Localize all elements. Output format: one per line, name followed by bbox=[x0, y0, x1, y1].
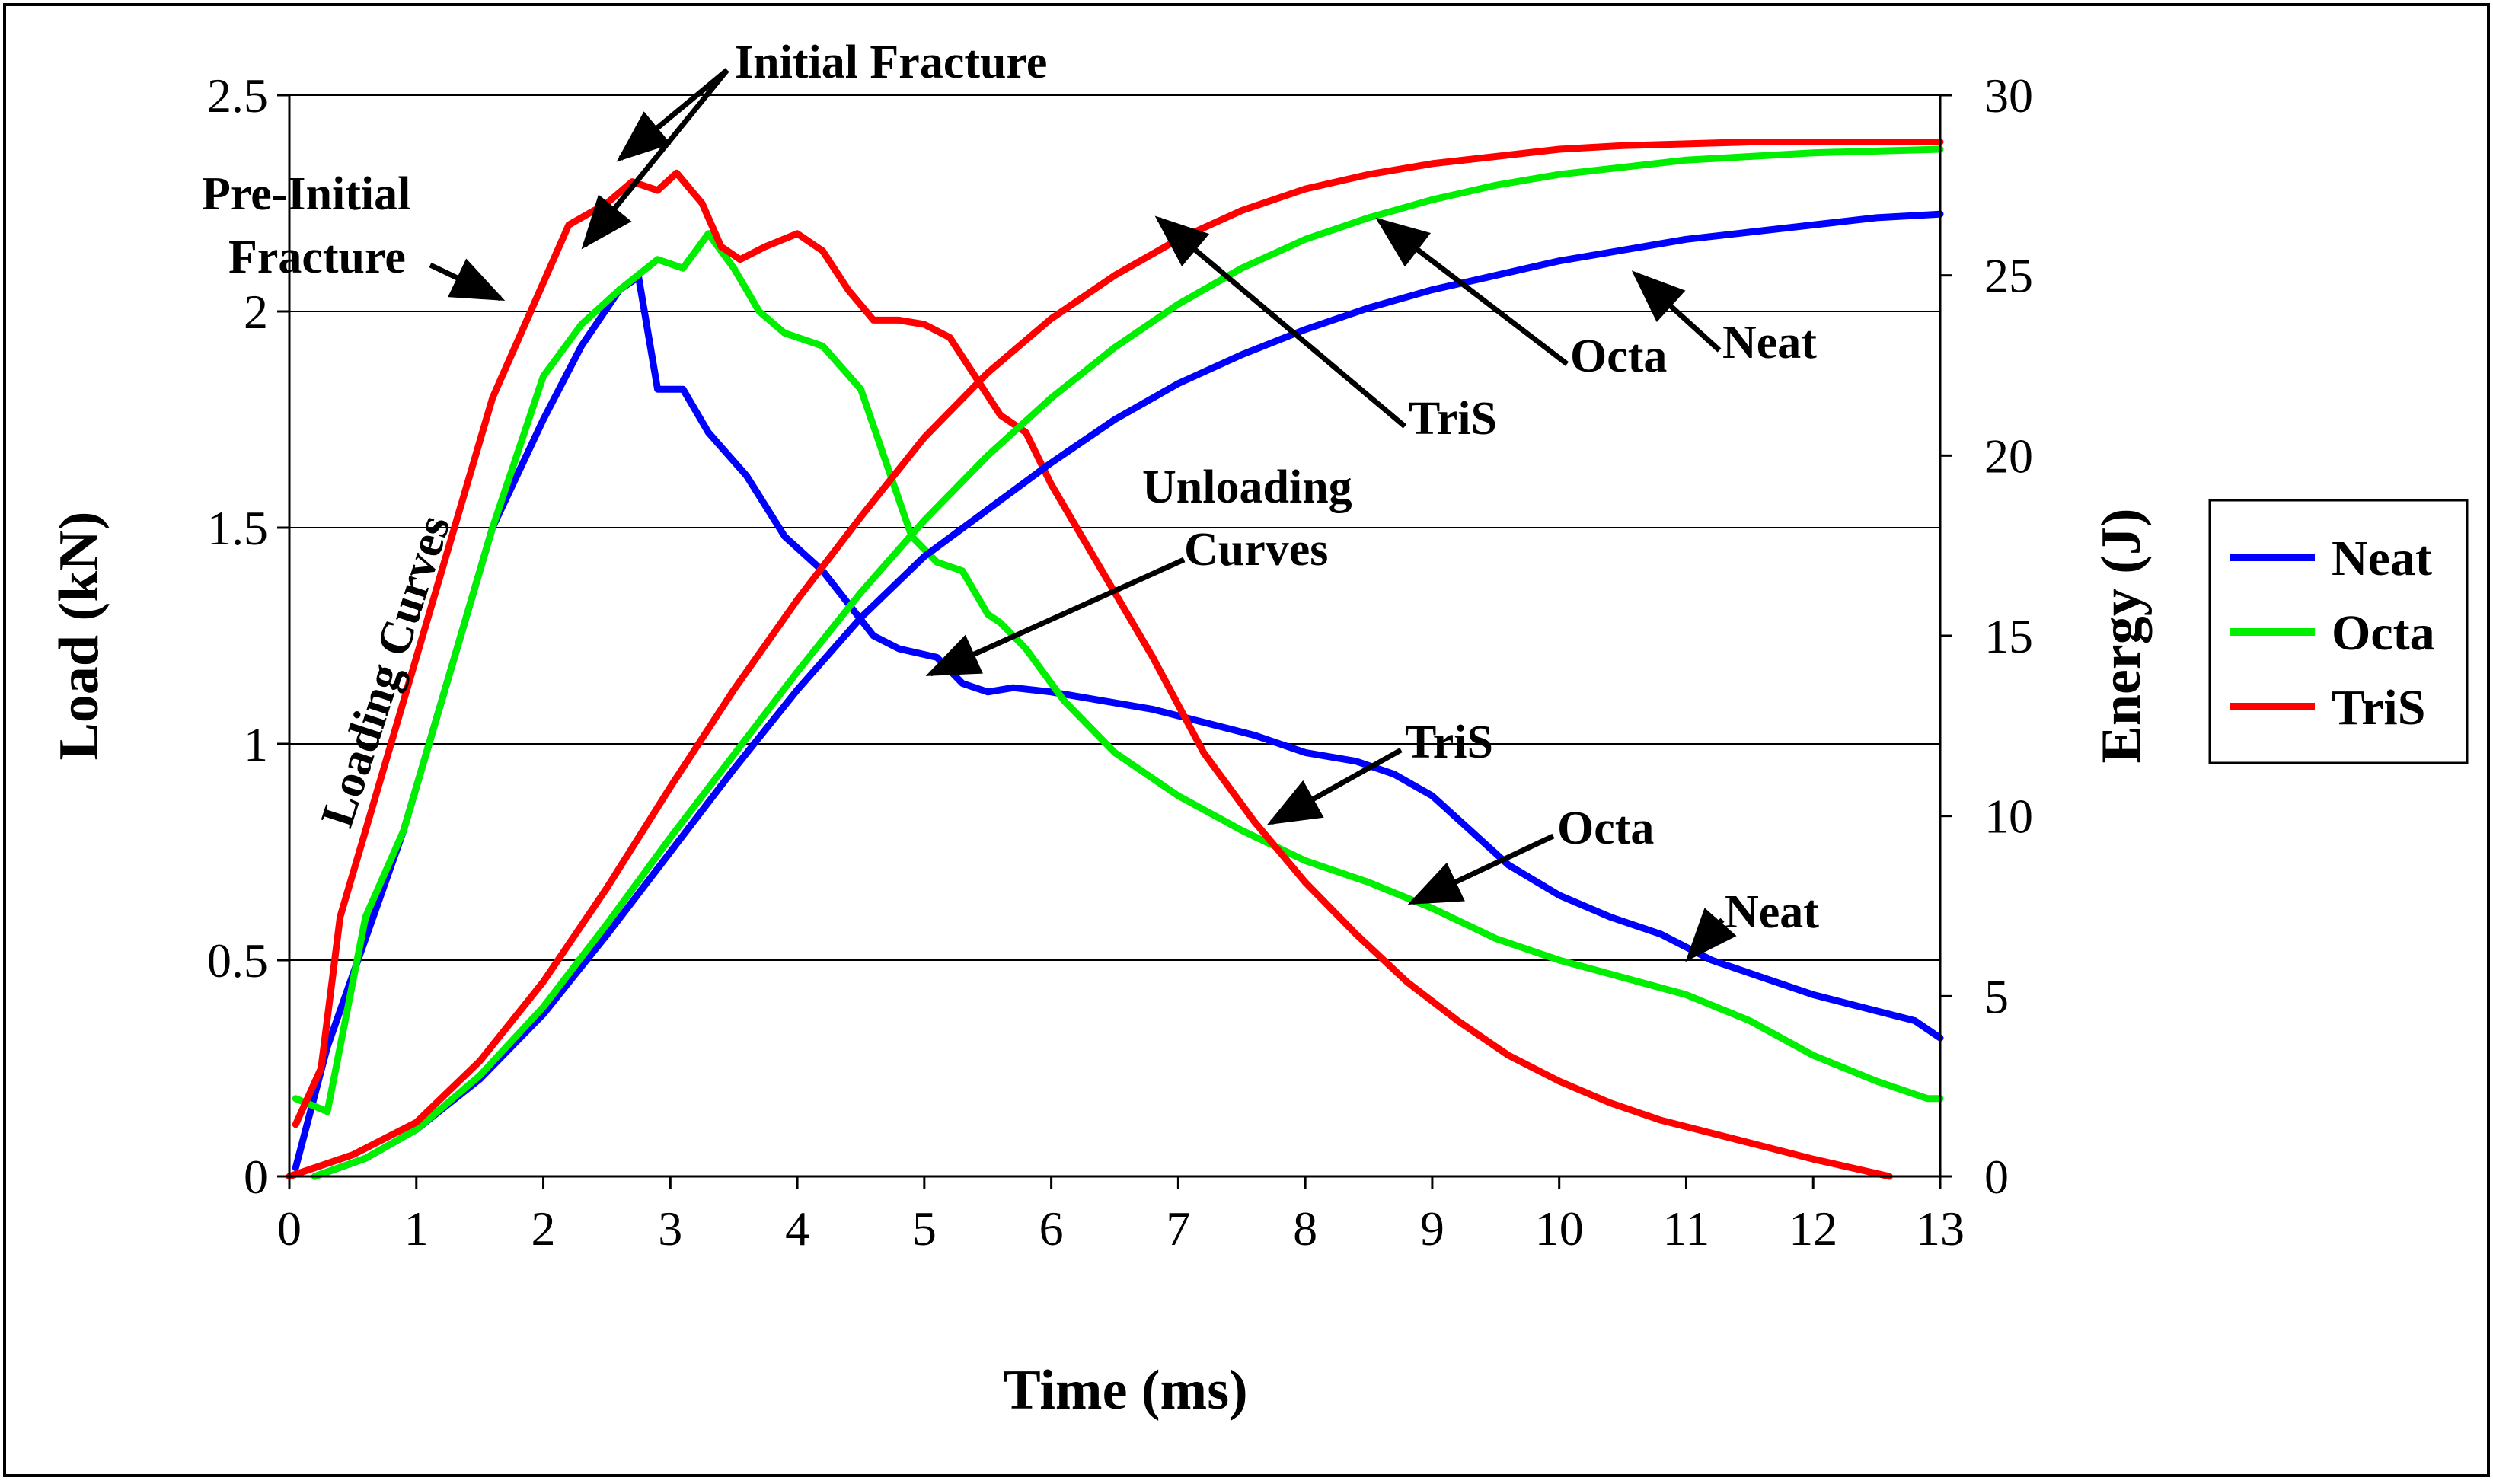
x-tick-label: 11 bbox=[1663, 1202, 1710, 1256]
series-neat-energy-line bbox=[311, 210, 1944, 1180]
legend: Neat Octa TriS bbox=[2208, 499, 2469, 764]
chart-frame bbox=[3, 3, 2490, 1477]
series-octa-load-line bbox=[292, 230, 1944, 1115]
x-tick-label: 8 bbox=[1293, 1202, 1317, 1256]
y2-tick-label: 10 bbox=[1984, 790, 2033, 844]
annotation-pre-initial-line2: Fracture bbox=[228, 231, 406, 283]
y-tick-label: 2 bbox=[244, 285, 268, 339]
y-tick-label: 0 bbox=[244, 1150, 268, 1204]
annotation-energy-octa: Octa bbox=[1570, 330, 1667, 382]
legend-label-neat: Neat bbox=[2332, 531, 2432, 586]
y2-axis-title: Energy (J) bbox=[2090, 509, 2153, 764]
legend-label-octa: Octa bbox=[2332, 605, 2435, 661]
annotation-unload-octa: Octa bbox=[1557, 803, 1654, 854]
y2-tick-label: 0 bbox=[1984, 1150, 2009, 1204]
x-tick-label: 9 bbox=[1420, 1202, 1444, 1256]
annotation-unload-neat: Neat bbox=[1725, 886, 1819, 938]
y-tick-label: 1.5 bbox=[207, 501, 268, 555]
y-tick-label: 1 bbox=[244, 717, 268, 771]
y2-tick-label: 15 bbox=[1984, 609, 2033, 663]
series-tris-load-line bbox=[292, 169, 1893, 1180]
arrow-unload-tris bbox=[1266, 747, 1403, 825]
series-layer bbox=[286, 139, 1944, 1180]
x-tick-label: 10 bbox=[1535, 1202, 1584, 1256]
x-tick-label: 4 bbox=[785, 1202, 809, 1256]
y-tick-label: 0.5 bbox=[207, 933, 268, 988]
series-tris-energy-line bbox=[286, 139, 1944, 1180]
annotation-unloading-line2: Curves bbox=[1184, 524, 1328, 576]
arrow-unload-octa bbox=[1407, 833, 1555, 905]
y2-tick-label: 20 bbox=[1984, 429, 2033, 483]
arrow-energy-octa bbox=[1375, 217, 1569, 366]
arrow-pre-initial-fracture bbox=[429, 258, 506, 302]
annotation-energy-neat: Neat bbox=[1722, 317, 1817, 369]
gridlines bbox=[289, 94, 1940, 961]
legend-label-tris: TriS bbox=[2332, 680, 2425, 736]
arrow-initial-fracture-tris bbox=[616, 68, 729, 162]
arrow-energy-neat bbox=[1631, 270, 1722, 353]
x-tick-label: 0 bbox=[277, 1202, 302, 1256]
x-tick-label: 7 bbox=[1166, 1202, 1190, 1256]
annotation-energy-tris: TriS bbox=[1409, 393, 1497, 445]
x-tick-label: 1 bbox=[404, 1202, 429, 1256]
annotation-unload-tris: TriS bbox=[1405, 716, 1493, 768]
series-octa-energy-line bbox=[311, 145, 1944, 1180]
y2-tick-label: 25 bbox=[1984, 249, 2033, 303]
y2-tick-label: 5 bbox=[1984, 969, 2009, 1023]
arrow-unload-neat bbox=[1685, 908, 1737, 962]
x-tick-label: 2 bbox=[531, 1202, 556, 1256]
annotation-pre-initial-line1: Pre-Initial bbox=[202, 168, 410, 220]
arrow-initial-fracture-octa bbox=[581, 68, 729, 250]
x-tick-label: 13 bbox=[1916, 1202, 1965, 1256]
x-tick-label: 5 bbox=[912, 1202, 937, 1256]
series-neat-load-line bbox=[292, 273, 1944, 1172]
x-axis-title: Time (ms) bbox=[1003, 1359, 1247, 1422]
x-tick-label: 12 bbox=[1789, 1202, 1837, 1256]
y-tick-label: 2.5 bbox=[207, 69, 268, 123]
annotation-unloading-line1: Unloading bbox=[1142, 461, 1352, 513]
arrow-energy-tris bbox=[1154, 215, 1407, 429]
x-tick-label: 3 bbox=[658, 1202, 682, 1256]
y2-tick-label: 30 bbox=[1984, 69, 2033, 123]
annotation-initial-fracture: Initial Fracture bbox=[735, 37, 1047, 88]
arrow-unloading-curves bbox=[925, 557, 1186, 677]
x-tick-label: 6 bbox=[1039, 1202, 1064, 1256]
y-axis-title: Load (kN) bbox=[48, 512, 110, 761]
